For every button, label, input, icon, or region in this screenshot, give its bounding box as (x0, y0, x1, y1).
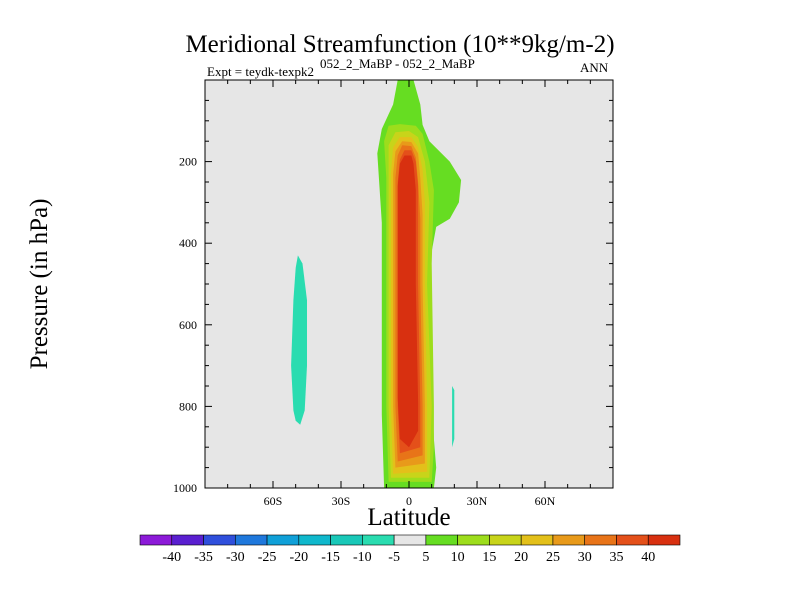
colorbar-box (234, 534, 268, 546)
experiment-label: Expt = teydk-texpk2 (207, 64, 314, 79)
positive-cell-40 (397, 155, 419, 448)
x-tick-label: 60S (264, 494, 283, 508)
colorbar-label: -25 (258, 550, 277, 565)
colorbar-label: 40 (641, 550, 655, 565)
colorbar-box (362, 534, 395, 546)
colorbar-label: -10 (353, 550, 372, 565)
colorbar-label: -40 (162, 550, 181, 565)
colorbar-box (425, 534, 458, 546)
colorbar-label: 15 (482, 550, 496, 565)
colorbar-box (647, 534, 681, 546)
colorbar-label: -5 (388, 550, 400, 565)
colorbar-label: -30 (226, 550, 245, 565)
x-tick-label: 60N (535, 494, 556, 508)
y-tick-label: 1000 (173, 481, 197, 495)
colorbar-box (457, 534, 490, 546)
x-axis-label: Latitude (367, 504, 451, 531)
colorbar-label: 20 (514, 550, 528, 565)
colorbar-label: 25 (546, 550, 560, 565)
negative-cell-south (291, 255, 307, 425)
colorbar-box (520, 534, 554, 546)
season-label: ANN (580, 60, 609, 75)
colorbar-label: -15 (321, 550, 340, 565)
colorbar-label: 5 (422, 550, 429, 565)
colorbar-box (171, 534, 204, 546)
y-tick-label: 400 (179, 236, 197, 250)
contour-layer (291, 80, 462, 488)
case-label: 052_2_MaBP - 052_2_MaBP (320, 56, 475, 71)
colorbar-label: -20 (289, 550, 308, 565)
colorbar-box (489, 534, 522, 546)
colorbar-box (584, 534, 617, 546)
colorbar-box (330, 534, 363, 546)
colorbar-box (393, 534, 427, 546)
colorbar-label: 30 (578, 550, 592, 565)
chart-title: Meridional Streamfunction (10**9kg/m-2) (185, 31, 615, 58)
colorbar-box (203, 534, 236, 546)
x-tick-label: 30S (332, 494, 351, 508)
colorbar-label: 35 (609, 550, 623, 565)
y-tick-label: 600 (179, 318, 197, 332)
colorbar-box (616, 534, 649, 546)
colorbar-box (139, 534, 173, 546)
colorbar-box (298, 534, 331, 546)
y-tick-label: 800 (179, 399, 197, 413)
colorbar-label: 10 (451, 550, 465, 565)
negative-cell-north (452, 386, 455, 448)
colorbar-box (552, 534, 586, 546)
x-tick-label: 0 (406, 494, 412, 508)
colorbar-label: -35 (194, 550, 213, 565)
y-tick-label: 200 (179, 155, 197, 169)
colorbar-box (266, 534, 300, 546)
x-tick-label: 30N (467, 494, 488, 508)
